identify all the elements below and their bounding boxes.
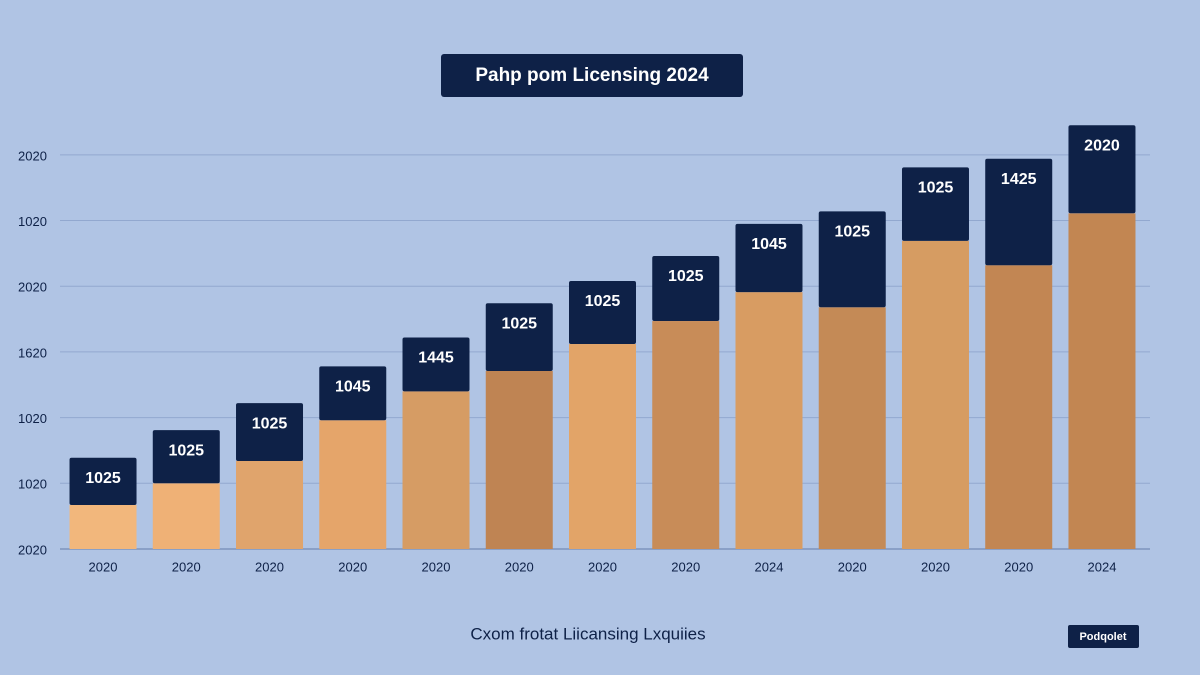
bar-segment xyxy=(402,337,470,392)
y-tick-label: 1020 xyxy=(18,477,47,492)
x-tick-label: 2020 xyxy=(172,559,201,574)
y-tick-label: 2020 xyxy=(18,280,47,295)
x-tick-label: 2020 xyxy=(89,559,118,574)
x-tick-label: 2020 xyxy=(505,559,534,574)
title-box xyxy=(441,54,743,97)
y-tick-label: 1020 xyxy=(18,214,47,229)
bar-label: 1025 xyxy=(668,268,704,285)
x-tick-label: 2020 xyxy=(1004,559,1033,574)
bar-label: 1025 xyxy=(585,293,621,310)
x-tick-label: 2020 xyxy=(921,559,950,574)
bar-label: 1025 xyxy=(834,224,870,241)
bar-label: 1025 xyxy=(252,415,288,432)
bar-segment xyxy=(152,430,220,484)
bar-label: 1445 xyxy=(418,350,454,367)
bar-label: 1025 xyxy=(501,316,537,333)
bar-label: 1025 xyxy=(85,470,121,487)
bar-segment xyxy=(485,370,553,549)
bar-segment xyxy=(652,321,720,549)
bar-segment xyxy=(735,292,803,549)
badge: Podqolet xyxy=(1079,631,1126,643)
bar-segment xyxy=(901,240,969,549)
bar-segment xyxy=(735,223,803,293)
bar-segment xyxy=(985,265,1053,549)
x-tick-label: 2024 xyxy=(1088,559,1117,574)
bar-segment xyxy=(901,167,969,241)
bar-segment xyxy=(985,158,1053,266)
bar-segment xyxy=(652,256,720,322)
bar-label: 1025 xyxy=(918,180,954,197)
bar-segment xyxy=(319,420,387,549)
bar-segment xyxy=(485,303,553,371)
x-tick-label: 2020 xyxy=(588,559,617,574)
bar-segment xyxy=(402,391,470,549)
badge-box xyxy=(1068,625,1139,648)
bar-segment xyxy=(236,460,304,549)
bar-label: 2020 xyxy=(1084,138,1120,155)
bar-segment xyxy=(569,344,636,549)
y-tick-label: 1020 xyxy=(18,411,47,426)
bar-label: 1025 xyxy=(168,442,204,459)
bar-label: 1045 xyxy=(335,379,371,396)
x-tick-label: 2020 xyxy=(255,559,284,574)
bar-segment xyxy=(319,366,387,421)
bar-label: 1425 xyxy=(1001,171,1037,188)
x-tick-label: 2024 xyxy=(755,559,784,574)
x-tick-label: 2020 xyxy=(838,559,867,574)
bar-segment xyxy=(152,483,220,549)
bar-segment xyxy=(69,504,137,549)
bar-segment xyxy=(569,280,636,345)
x-tick-label: 2020 xyxy=(338,559,367,574)
bar-label: 1045 xyxy=(751,236,787,253)
x-tick-label: 2020 xyxy=(671,559,700,574)
bar-segment xyxy=(1068,213,1136,549)
bar-segment xyxy=(818,211,886,308)
x-tick-label: 2020 xyxy=(422,559,451,574)
bar-segment xyxy=(236,403,304,461)
bar-segment xyxy=(818,307,886,549)
y-tick-label: 2020 xyxy=(18,148,47,163)
y-tick-label: 1620 xyxy=(18,345,47,360)
y-tick-label: 2020 xyxy=(18,542,47,557)
x-axis-label: Cxom frotat Liicansing Lxquiies xyxy=(470,624,705,643)
bar-segment xyxy=(69,457,137,505)
chart-title: Pahp pom Licensing 2024 xyxy=(475,65,709,86)
bar-segment xyxy=(1068,125,1136,214)
